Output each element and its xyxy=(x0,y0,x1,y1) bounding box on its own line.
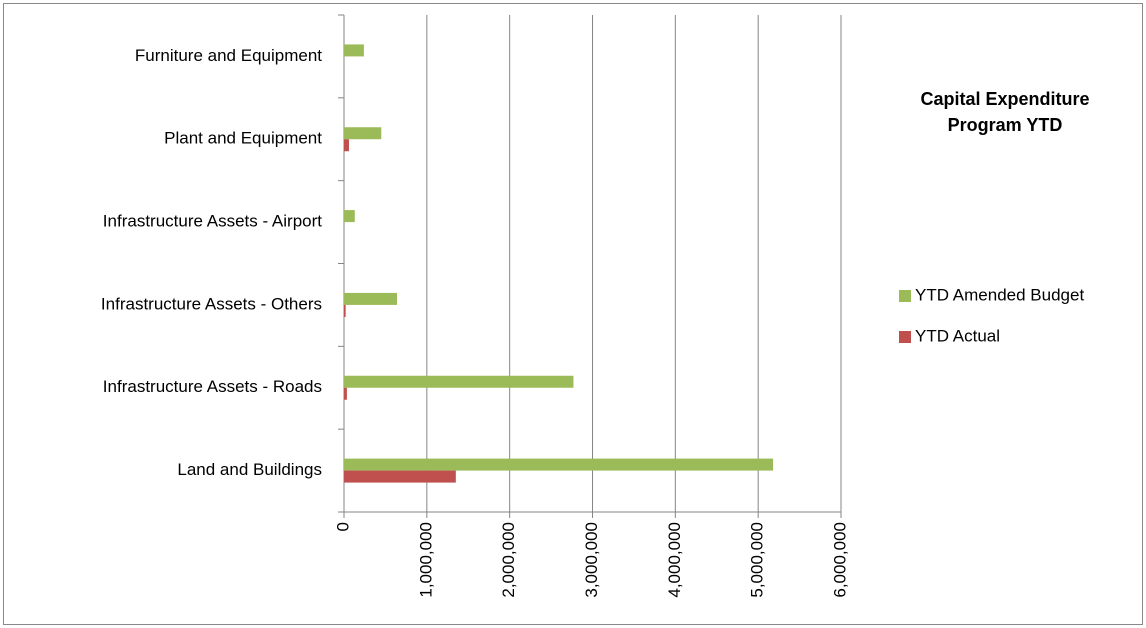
legend-label: YTD Amended Budget xyxy=(915,285,1084,304)
x-tick-label: 6,000,000 xyxy=(830,522,849,598)
y-tick-label: Plant and Equipment xyxy=(164,129,322,148)
chart-title: Capital Expenditure Program YTD xyxy=(920,89,1090,135)
bar xyxy=(344,458,774,471)
bar xyxy=(344,44,364,57)
bar xyxy=(344,292,398,305)
legend-swatch xyxy=(899,290,911,302)
legend-label: YTD Actual xyxy=(915,326,1000,345)
bar xyxy=(344,304,346,317)
bar xyxy=(344,139,349,152)
bar xyxy=(344,210,355,223)
x-tick-label: 0 xyxy=(333,522,352,531)
x-tick-label: 4,000,000 xyxy=(665,522,684,598)
bar xyxy=(344,127,382,140)
bar xyxy=(344,387,347,400)
legend-swatch xyxy=(899,331,911,343)
x-tick-label: 1,000,000 xyxy=(416,522,435,598)
bar xyxy=(344,375,574,388)
x-tick-label: 5,000,000 xyxy=(748,522,767,598)
y-tick-label: Land and Buildings xyxy=(177,460,322,479)
y-tick-label: Infrastructure Assets - Airport xyxy=(103,212,322,231)
x-tick-label: 3,000,000 xyxy=(582,522,601,598)
bar xyxy=(344,470,456,483)
y-tick-label: Furniture and Equipment xyxy=(135,46,322,65)
y-tick-label: Infrastructure Assets - Others xyxy=(101,294,322,313)
chart-frame xyxy=(3,3,1143,625)
y-tick-label: Infrastructure Assets - Roads xyxy=(103,377,322,396)
x-tick-label: 2,000,000 xyxy=(499,522,518,598)
